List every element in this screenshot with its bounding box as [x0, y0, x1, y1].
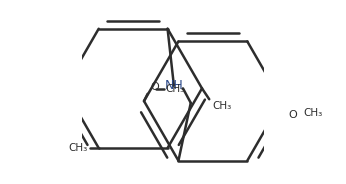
- Text: O: O: [151, 82, 159, 92]
- Text: CH₃: CH₃: [303, 108, 323, 118]
- Text: CH₃: CH₃: [212, 101, 231, 111]
- Text: CH₃: CH₃: [69, 143, 88, 153]
- Text: O: O: [288, 110, 297, 120]
- Text: NH: NH: [165, 79, 183, 92]
- Text: CH₃: CH₃: [166, 84, 185, 94]
